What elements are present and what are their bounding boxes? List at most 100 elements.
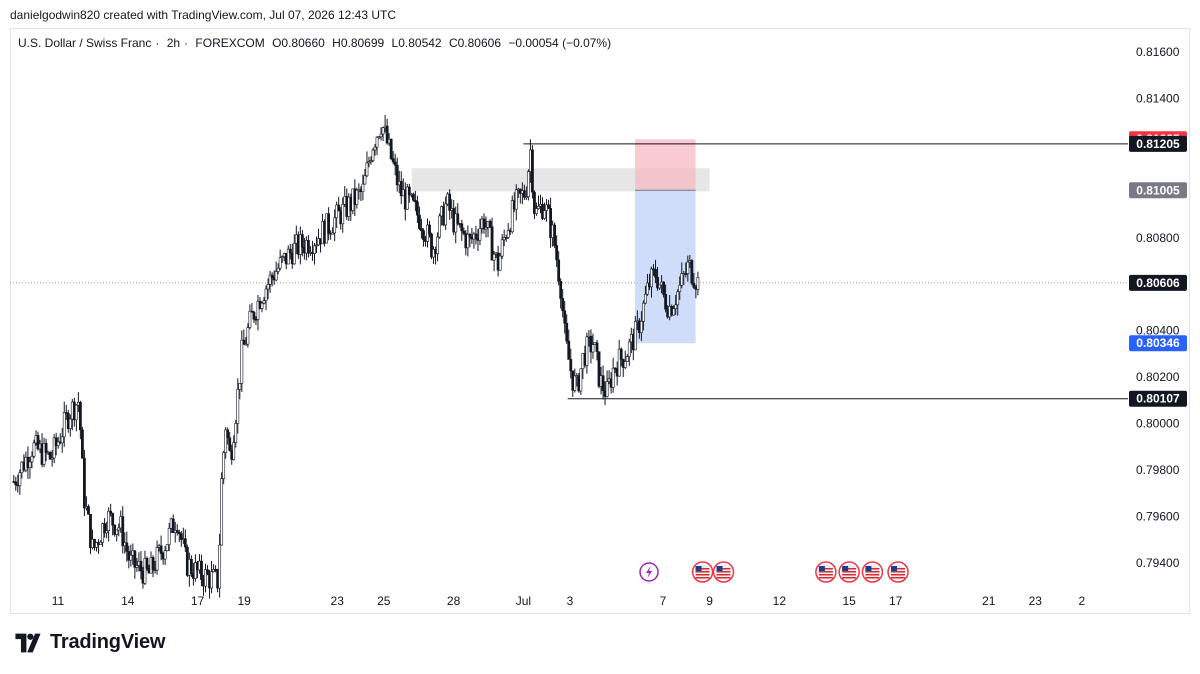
us-flag-icon[interactable] (838, 561, 860, 583)
candle (179, 530, 183, 547)
legend-symbol[interactable]: U.S. Dollar / Swiss Franc (18, 36, 152, 50)
candle (456, 203, 460, 226)
candle (280, 255, 284, 263)
candle (143, 550, 147, 586)
candle (333, 209, 337, 241)
candle (418, 206, 421, 231)
us-flag-icon[interactable] (861, 561, 884, 583)
candle (531, 145, 534, 199)
price-badge-label: 0.80606 (1136, 276, 1180, 290)
candle (64, 404, 68, 420)
candle (200, 554, 203, 587)
candle (605, 370, 609, 398)
legend-close: C0.80606 (448, 36, 501, 50)
candle (662, 281, 665, 298)
us-flag-icon[interactable] (691, 561, 714, 583)
candle (42, 437, 46, 468)
x-axis[interactable]: 11 14 17 19 23 25 28 Jul 3 7 9 12 15 17 21 23 2 (52, 594, 1086, 608)
candle (218, 533, 222, 598)
candle (228, 432, 232, 452)
candle (428, 220, 431, 238)
candle (430, 232, 433, 260)
candle (252, 310, 256, 323)
candle (240, 330, 244, 393)
candle (484, 216, 488, 238)
candle (48, 451, 52, 460)
candle (381, 126, 385, 142)
candle (286, 245, 290, 265)
candle (639, 311, 643, 342)
candle (395, 157, 399, 192)
candle (244, 336, 248, 346)
candle (234, 419, 238, 448)
candle (262, 296, 266, 305)
candle (644, 285, 647, 305)
candle (68, 414, 72, 437)
candle (490, 217, 494, 261)
candle (60, 427, 64, 453)
current-price-badge: 0.80606 (1129, 274, 1187, 291)
candle (121, 506, 125, 554)
lightning-icon[interactable] (639, 562, 659, 582)
candle (379, 127, 383, 141)
candle (563, 300, 567, 334)
candle (145, 556, 149, 571)
candle (601, 365, 605, 400)
y-tick-label: 0.80000 (1136, 417, 1180, 431)
x-tick-label: 14 (121, 594, 135, 608)
candle (633, 316, 637, 351)
x-tick-label: 17 (191, 594, 205, 608)
candle (44, 438, 48, 462)
candle (466, 225, 470, 257)
candle (557, 251, 561, 286)
candle (276, 263, 280, 275)
candle (151, 555, 155, 578)
candle (619, 347, 623, 367)
candle (167, 523, 171, 552)
candle (268, 270, 272, 293)
us-flag-icon[interactable] (712, 561, 735, 583)
x-tick-label: 19 (237, 594, 251, 608)
candle (50, 450, 54, 467)
candle (278, 249, 282, 271)
candle (220, 472, 224, 546)
candle (474, 225, 478, 245)
candle (313, 243, 316, 265)
x-tick-label: 25 (377, 594, 391, 608)
chart-header: danielgodwin820 created with TradingView… (10, 8, 397, 22)
candle (422, 228, 425, 247)
candle (125, 531, 129, 562)
x-tick-label: 3 (567, 594, 574, 608)
candle (212, 564, 215, 573)
candle (535, 202, 538, 216)
candle (573, 368, 577, 393)
candle (81, 426, 84, 459)
candle (56, 436, 60, 449)
candle (537, 195, 540, 210)
us-flag-icon[interactable] (887, 561, 909, 583)
candle (355, 187, 359, 209)
candle (28, 456, 32, 479)
candle (579, 368, 583, 395)
y-axis[interactable]: 0.816000.814000.812000.810000.808000.806… (1136, 45, 1180, 570)
candle (206, 565, 209, 576)
candle (232, 435, 236, 461)
candle (117, 523, 121, 537)
y-tick-label: 0.79400 (1136, 556, 1180, 570)
candle (595, 339, 599, 361)
candle (591, 333, 595, 359)
candle (411, 192, 415, 202)
position-stop-zone[interactable] (635, 139, 696, 191)
candle (260, 301, 264, 313)
candle (506, 223, 510, 240)
legend-open: O0.80660 (272, 36, 325, 50)
us-flag-icon[interactable] (815, 561, 837, 583)
y-tick-label: 0.80800 (1136, 231, 1180, 245)
candle (567, 329, 571, 360)
candle (377, 135, 381, 140)
candle (139, 551, 143, 580)
candle (407, 183, 411, 203)
x-tick-label: 9 (706, 594, 713, 608)
candle (389, 138, 393, 161)
